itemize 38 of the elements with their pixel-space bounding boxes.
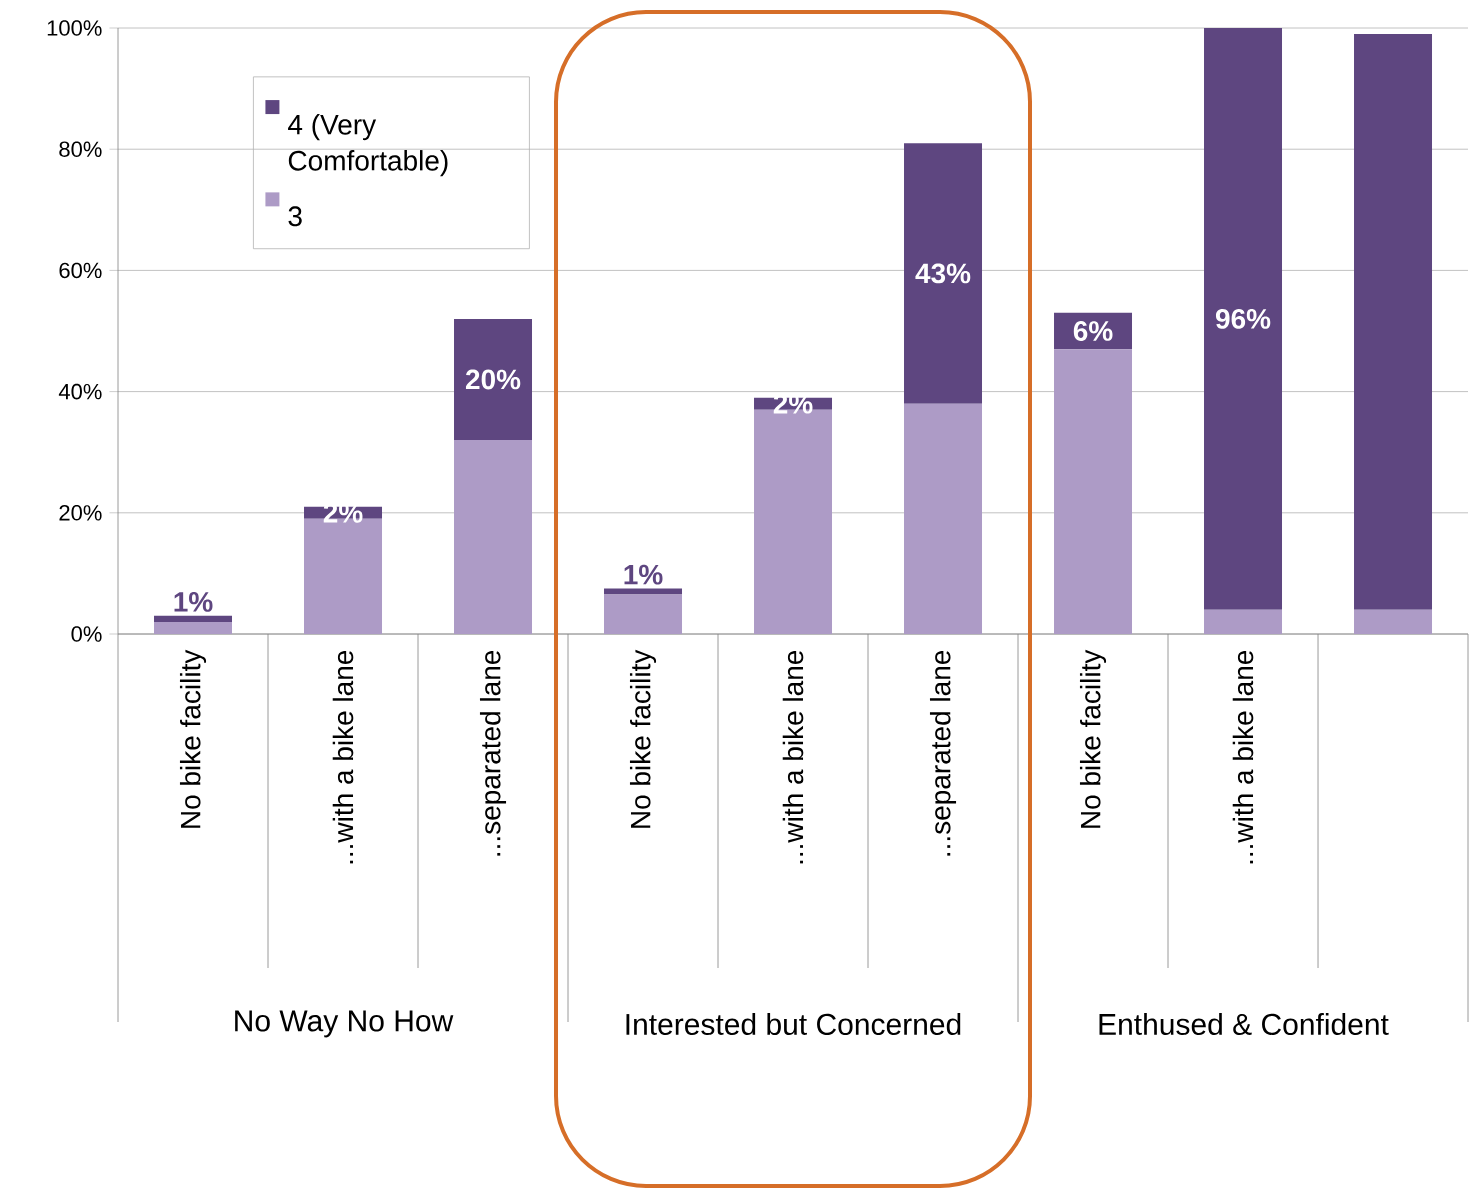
bar (1354, 609, 1433, 634)
y-tick-label: 100% (47, 20, 102, 36)
bar (1204, 609, 1283, 634)
x-tick-label: No bike facility (629, 649, 657, 828)
text: Interested but Concerned (626, 1012, 961, 1036)
data-label: 1% (624, 564, 663, 585)
data-label: 6% (1073, 321, 1113, 341)
x-tick-label: ...separated lane (929, 650, 957, 856)
bar (904, 143, 983, 404)
legend-label: 4 (Very Comfortable) (288, 114, 448, 177)
bar (604, 588, 683, 595)
bar (604, 594, 683, 634)
text: No Way No How (235, 1010, 454, 1038)
y-tick-label: 20% (59, 505, 102, 521)
data-label: 1% (174, 592, 213, 612)
x-tick-label: ...separated lane (479, 650, 507, 856)
bar (454, 318, 533, 441)
bar (154, 615, 233, 622)
bar (454, 440, 533, 634)
x-tick-label: ...with a bike lane (1232, 650, 1254, 864)
y-tick-label: 0% (71, 626, 102, 642)
bar (1054, 349, 1133, 634)
bar (1354, 34, 1433, 610)
bar (1204, 28, 1283, 610)
x-tick-label: ...with a bike lane (782, 650, 804, 864)
x-tick-label: No bike facility (1079, 649, 1107, 828)
y-tick-label: 40% (58, 383, 102, 400)
data-label: 20% (465, 369, 521, 390)
y-tick-label: 60% (59, 262, 102, 279)
data-label: 96% (1215, 308, 1271, 329)
bar (904, 403, 983, 634)
text: Enthused & Confident (1099, 1012, 1389, 1036)
bar (154, 621, 233, 634)
y-tick-label: 80% (59, 141, 102, 157)
x-tick-label: ...with a bike lane (332, 650, 354, 864)
data-label: 43% (915, 263, 971, 284)
legend-label: 3 (288, 206, 302, 227)
x-tick-label: No bike facility (179, 649, 207, 828)
